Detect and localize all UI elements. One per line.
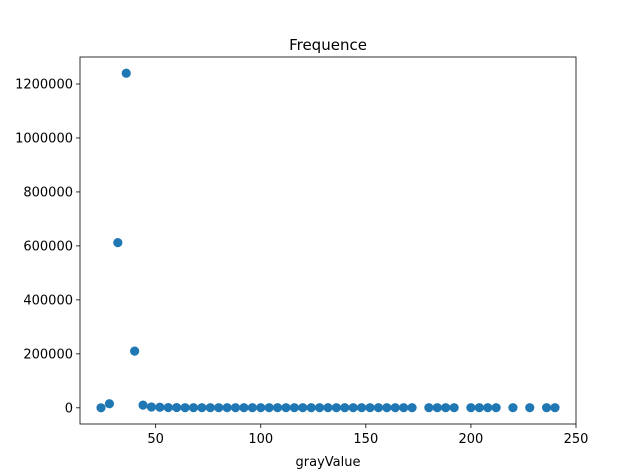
scatter-point: [491, 403, 501, 413]
data-points: [96, 68, 560, 413]
scatter-point: [483, 403, 493, 413]
scatter-point: [155, 402, 165, 412]
scatter-point: [130, 346, 140, 356]
scatter-point: [188, 403, 199, 413]
scatter-point: [146, 402, 157, 412]
scatter-point: [180, 403, 190, 413]
scatter-point: [340, 403, 350, 413]
chart-title: Frequence: [289, 36, 367, 54]
x-axis-label: grayValue: [296, 455, 361, 470]
scatter-point: [214, 403, 224, 413]
x-tick-label: 200: [459, 432, 484, 447]
scatter-point: [172, 402, 182, 413]
y-tick-label: 0: [65, 401, 73, 416]
y-axis: 0 200000 400000 600000 800000 1000000 1200000: [15, 77, 80, 416]
scatter-point: [272, 403, 283, 413]
scatter-point: [357, 403, 367, 413]
x-axis: 50 100 150 200 250: [147, 424, 588, 447]
scatter-point: [365, 403, 375, 413]
scatter-point: [281, 403, 291, 413]
scatter-point: [525, 403, 535, 413]
scatter-point: [298, 403, 308, 413]
scatter-point: [230, 403, 241, 413]
scatter-point: [314, 403, 325, 413]
scatter-point: [197, 403, 207, 413]
y-tick-label: 400000: [23, 293, 73, 308]
scatter-point: [323, 403, 333, 413]
x-tick-label: 100: [248, 432, 273, 447]
scatter-point: [104, 399, 115, 409]
scatter-point: [550, 403, 560, 413]
scatter-point: [541, 403, 552, 413]
scatter-point: [432, 403, 442, 413]
scatter-point: [256, 403, 266, 413]
scatter-point: [331, 403, 342, 413]
scatter-point: [399, 403, 409, 413]
x-tick-label: 50: [147, 432, 164, 447]
y-tick-label: 800000: [23, 185, 73, 200]
scatter-point: [113, 238, 123, 248]
y-tick-label: 1200000: [15, 77, 73, 92]
scatter-point: [407, 403, 417, 413]
scatter-point: [306, 403, 316, 413]
y-tick-label: 200000: [23, 347, 73, 362]
scatter-point: [424, 403, 434, 413]
scatter-point: [382, 403, 392, 413]
scatter-point: [239, 403, 249, 413]
scatter-point: [466, 403, 476, 413]
scatter-point: [264, 403, 274, 413]
scatter-point: [222, 403, 232, 413]
scatter-point: [138, 400, 148, 410]
y-tick-label: 1000000: [15, 131, 73, 146]
y-tick-label: 600000: [23, 239, 73, 254]
scatter-point: [474, 403, 484, 413]
scatter-point: [247, 403, 257, 413]
scatter-point: [121, 68, 131, 78]
plot-frame: [79, 56, 577, 425]
scatter-point: [508, 403, 518, 413]
x-tick-label: 250: [564, 432, 589, 447]
scatter-point: [289, 403, 299, 413]
scatter-point: [348, 403, 358, 413]
scatter-point: [449, 403, 459, 413]
scatter-point: [96, 403, 106, 413]
scatter-point: [441, 403, 451, 413]
plot-area: [80, 57, 576, 424]
x-tick-label: 150: [353, 432, 378, 447]
scatter-point: [163, 402, 173, 413]
scatter-point: [373, 403, 384, 413]
scatter-point: [205, 403, 215, 413]
scatter-point: [390, 403, 400, 413]
